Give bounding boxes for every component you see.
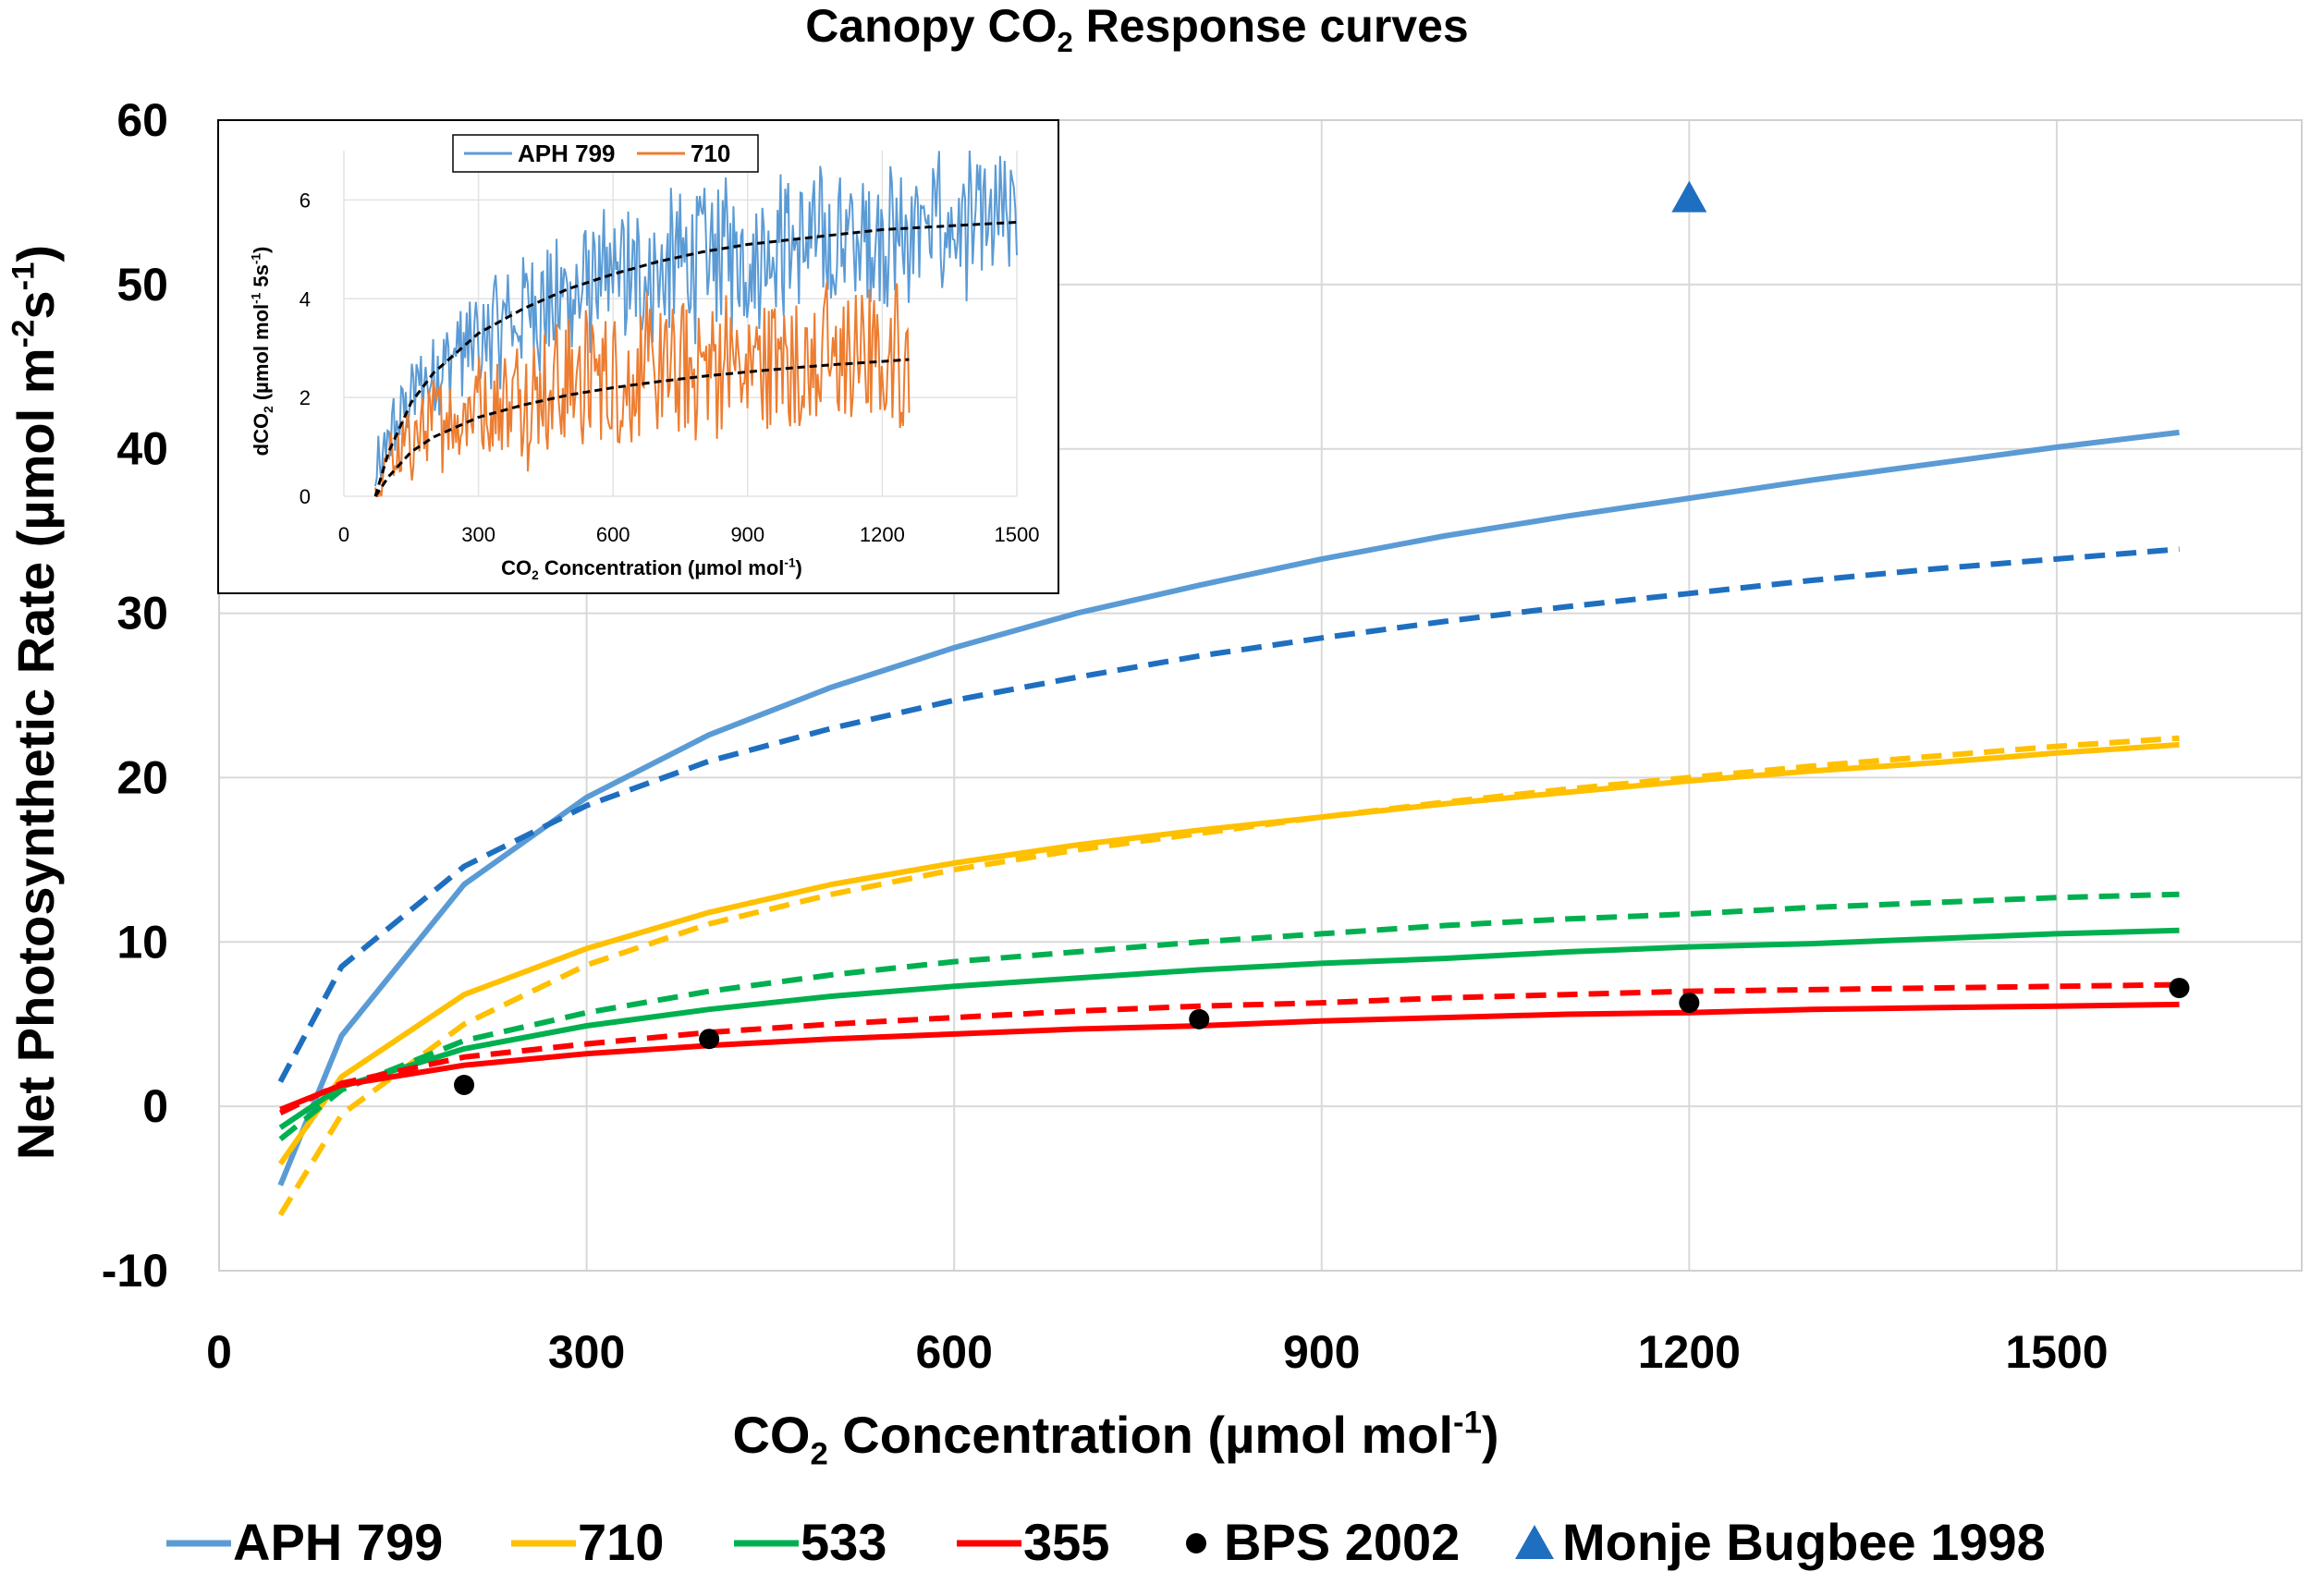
series-line-aph-799-model bbox=[277, 546, 2180, 1083]
legend: APH 799 710 533 355 BPS 2002 Monje Bugbee 199… bbox=[166, 1513, 2046, 1571]
x-tick-label: 1500 bbox=[2005, 1326, 2108, 1378]
inset-x-tick-labels: 0 300 600 900 1200 1500 bbox=[338, 523, 1040, 546]
inset-x-tick-label: 0 bbox=[338, 523, 349, 546]
inset-y-axis-title: dCO2​ (µmol mol-1​ 5s-1​) bbox=[250, 247, 275, 457]
legend-marker-triangle bbox=[1515, 1525, 1554, 1559]
main-markers bbox=[454, 180, 2190, 1096]
y-tick-label: 40 bbox=[116, 423, 168, 475]
x-tick-label: 300 bbox=[548, 1326, 625, 1378]
inset-x-tick-label: 1200 bbox=[860, 523, 905, 546]
x-tick-label: 600 bbox=[915, 1326, 992, 1378]
inset-y-tick-label: 2 bbox=[300, 386, 311, 409]
y-tick-label: -10 bbox=[102, 1245, 168, 1297]
legend-label: 533 bbox=[801, 1513, 886, 1571]
marker-bps-2002 bbox=[1189, 1008, 1210, 1029]
legend-label: 355 bbox=[1023, 1513, 1109, 1571]
inset-legend-label: 710 bbox=[691, 140, 730, 167]
series-line-710-model bbox=[277, 735, 2180, 1217]
marker-monje-bugbee-1998 bbox=[1671, 180, 1707, 213]
inset-series-710 bbox=[374, 282, 911, 497]
inset-series-aph-799 bbox=[374, 150, 1018, 487]
main-x-tick-labels: 0 300 600 900 1200 1500 bbox=[206, 1326, 2108, 1378]
inset-x-tick-label: 300 bbox=[461, 523, 495, 546]
legend-label: APH 799 bbox=[233, 1513, 443, 1571]
y-tick-label: 0 bbox=[142, 1080, 168, 1132]
y-axis-title: Net Photosynthetic Rate (µmol m-2​s-1​) bbox=[6, 245, 65, 1160]
legend-label: 710 bbox=[578, 1513, 664, 1571]
series-line-355-model bbox=[278, 981, 2180, 1115]
inset-y-tick-labels: 0 2 4 6 bbox=[300, 189, 311, 508]
legend-label: Monje Bugbee 1998 bbox=[1562, 1513, 2046, 1571]
x-tick-label: 0 bbox=[206, 1326, 232, 1378]
series-line-533-model bbox=[278, 891, 2180, 1142]
main-plot-border bbox=[218, 119, 2303, 1272]
x-axis-title: CO2​ Concentration (µmol mol-1​) bbox=[732, 1406, 1498, 1472]
inset-y-tick-label: 0 bbox=[300, 485, 311, 508]
legend-marker-circle bbox=[1186, 1533, 1206, 1553]
main-series-lines bbox=[277, 429, 2180, 1217]
inset-fit-710-fit bbox=[373, 358, 910, 497]
inset-x-tick-label: 600 bbox=[596, 523, 630, 546]
inset-y-tick-label: 4 bbox=[300, 287, 311, 311]
series-line-710 bbox=[277, 741, 2180, 1166]
legend-label: BPS 2002 bbox=[1224, 1513, 1460, 1571]
y-tick-label: 10 bbox=[116, 916, 168, 968]
inset-legend: APH 799 710 bbox=[452, 134, 759, 173]
y-tick-label: 30 bbox=[116, 588, 168, 640]
inset-y-tick-label: 6 bbox=[300, 189, 311, 212]
marker-bps-2002 bbox=[699, 1029, 720, 1050]
main-y-tick-labels: -10 0 10 20 30 40 50 60 bbox=[102, 94, 168, 1297]
marker-bps-2002 bbox=[454, 1075, 475, 1096]
inset-x-axis-title: CO2​ Concentration (µmol mol-1​) bbox=[501, 556, 802, 582]
y-tick-label: 60 bbox=[116, 94, 168, 146]
y-tick-label: 50 bbox=[116, 259, 168, 311]
inset-legend-label: APH 799 bbox=[518, 140, 616, 167]
inset-series-lines bbox=[373, 150, 1018, 497]
x-tick-label: 1200 bbox=[1638, 1326, 1741, 1378]
inset-fit-aph-799-fit bbox=[373, 221, 1018, 497]
x-tick-label: 900 bbox=[1283, 1326, 1360, 1378]
series-line-533 bbox=[278, 927, 2180, 1130]
marker-bps-2002 bbox=[1679, 993, 1700, 1014]
marker-bps-2002 bbox=[2169, 978, 2190, 999]
inset-x-tick-label: 900 bbox=[730, 523, 764, 546]
inset-chart: 0 2 4 6 0 300 600 900 1200 1500 CO2​ Concentrati… bbox=[217, 119, 1059, 594]
chart-title: Canopy CO2​ Response curves bbox=[805, 0, 1468, 58]
y-tick-label: 20 bbox=[116, 751, 168, 803]
inset-x-tick-label: 1500 bbox=[995, 523, 1040, 546]
